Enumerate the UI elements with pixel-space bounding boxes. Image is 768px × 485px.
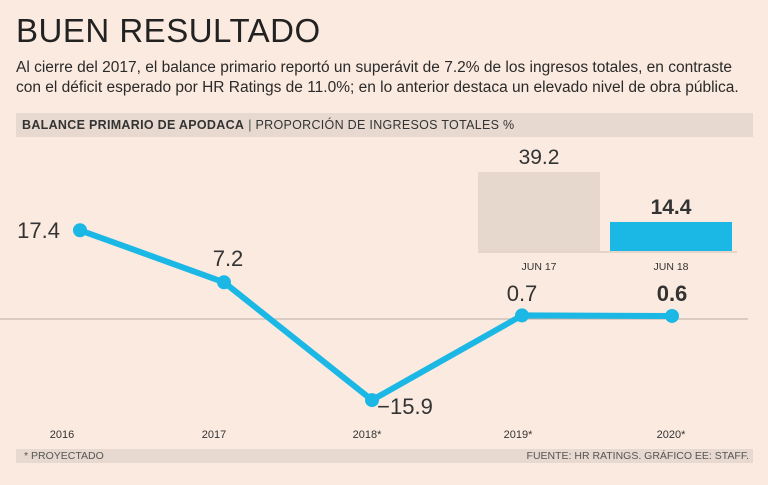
chart-header-separator: |: [248, 118, 252, 132]
value-label-2017: 7.2: [213, 246, 244, 271]
bar-jun-17: [478, 172, 600, 251]
bar-chart: 39.2 JUN 17 14.4 JUN 18: [478, 146, 737, 273]
series-line: [77, 227, 675, 404]
source-credit: FUENTE: HR RATINGS. GRÁFICO EE: STAFF.: [526, 450, 749, 462]
footnote: * PROYECTADO: [24, 450, 104, 462]
bar-value-label-jun-18: 14.4: [651, 196, 692, 219]
footer-bar: * PROYECTADO FUENTE: HR RATINGS. GRÁFICO…: [16, 449, 753, 463]
data-point-2018: [365, 393, 379, 408]
bar-category-label-jun-17: JUN 17: [521, 261, 556, 273]
chart-header-bar: BALANCE PRIMARIO DE APODACA | PROPORCIÓN D…: [16, 113, 753, 137]
data-point-2020: [665, 308, 679, 323]
value-label-2019: 0.7: [507, 281, 538, 306]
data-point-2017: [217, 275, 231, 290]
data-point-2019: [515, 308, 529, 323]
value-label-2020: 0.6: [657, 281, 688, 306]
chart-title: BALANCE PRIMARIO DE APODACA: [22, 118, 245, 132]
chart-unit-label: PROPORCIÓN DE INGRESOS TOTALES %: [255, 118, 515, 132]
page-subtitle: Al cierre del 2017, el balance primario …: [16, 59, 739, 96]
value-label-2018: −15.9: [377, 394, 433, 419]
data-point-2016: [73, 223, 87, 238]
page-title: BUEN RESULTADO: [16, 12, 321, 49]
x-tick-label-2018: 2018*: [353, 429, 382, 441]
value-label-2016: 17.4: [17, 218, 60, 243]
chart-header-text: BALANCE PRIMARIO DE APODACA | PROPORCIÓN D…: [22, 118, 514, 132]
bar-jun-18: [610, 221, 732, 251]
bar-category-label-jun-18: JUN 18: [653, 261, 688, 273]
bar-value-label-jun-17: 39.2: [519, 146, 560, 169]
x-tick-label-2016: 2016: [50, 429, 74, 441]
x-tick-label-2017: 2017: [202, 429, 226, 441]
x-tick-label-2019: 2019*: [504, 429, 533, 441]
x-tick-label-2020: 2020*: [657, 429, 686, 441]
line-chart: 17.4 7.2 −15.9 0.7 0.6 2016 2017 2018* 2019* 2020…: [17, 218, 687, 441]
